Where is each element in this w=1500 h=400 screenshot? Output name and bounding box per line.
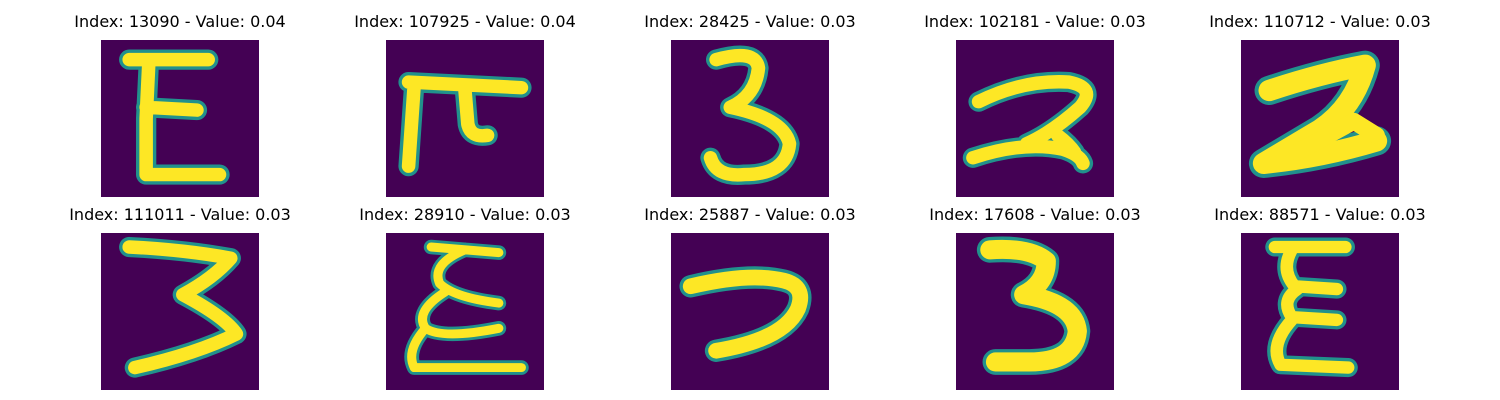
digit-image xyxy=(671,233,829,390)
panel-title: Index: 13090 - Value: 0.04 xyxy=(74,12,286,31)
digit-image xyxy=(671,40,829,197)
digit-image xyxy=(101,40,259,197)
digit-image xyxy=(1241,233,1399,390)
panel-8: Index: 25887 - Value: 0.03 xyxy=(630,205,870,395)
digit-image xyxy=(956,233,1114,390)
panel-title: Index: 28425 - Value: 0.03 xyxy=(644,12,856,31)
panel-5: Index: 110712 - Value: 0.03 xyxy=(1200,12,1440,202)
digit-image xyxy=(386,233,544,390)
panel-10: Index: 88571 - Value: 0.03 xyxy=(1200,205,1440,395)
digit-image xyxy=(101,233,259,390)
panel-title: Index: 111011 - Value: 0.03 xyxy=(69,205,291,224)
panel-title: Index: 28910 - Value: 0.03 xyxy=(359,205,571,224)
digit-image xyxy=(1241,40,1399,197)
panel-title: Index: 110712 - Value: 0.03 xyxy=(1209,12,1431,31)
digit-image xyxy=(956,40,1114,197)
panel-title: Index: 102181 - Value: 0.03 xyxy=(924,12,1146,31)
panel-3: Index: 28425 - Value: 0.03 xyxy=(630,12,870,202)
panel-6: Index: 111011 - Value: 0.03 xyxy=(60,205,300,395)
panel-title: Index: 17608 - Value: 0.03 xyxy=(929,205,1141,224)
panel-4: Index: 102181 - Value: 0.03 xyxy=(915,12,1155,202)
panel-2: Index: 107925 - Value: 0.04 xyxy=(345,12,585,202)
panel-title: Index: 107925 - Value: 0.04 xyxy=(354,12,576,31)
panel-title: Index: 88571 - Value: 0.03 xyxy=(1214,205,1426,224)
panel-title: Index: 25887 - Value: 0.03 xyxy=(644,205,856,224)
panel-7: Index: 28910 - Value: 0.03 xyxy=(345,205,585,395)
panel-1: Index: 13090 - Value: 0.04 xyxy=(60,12,300,202)
panel-9: Index: 17608 - Value: 0.03 xyxy=(915,205,1155,395)
digit-image xyxy=(386,40,544,197)
